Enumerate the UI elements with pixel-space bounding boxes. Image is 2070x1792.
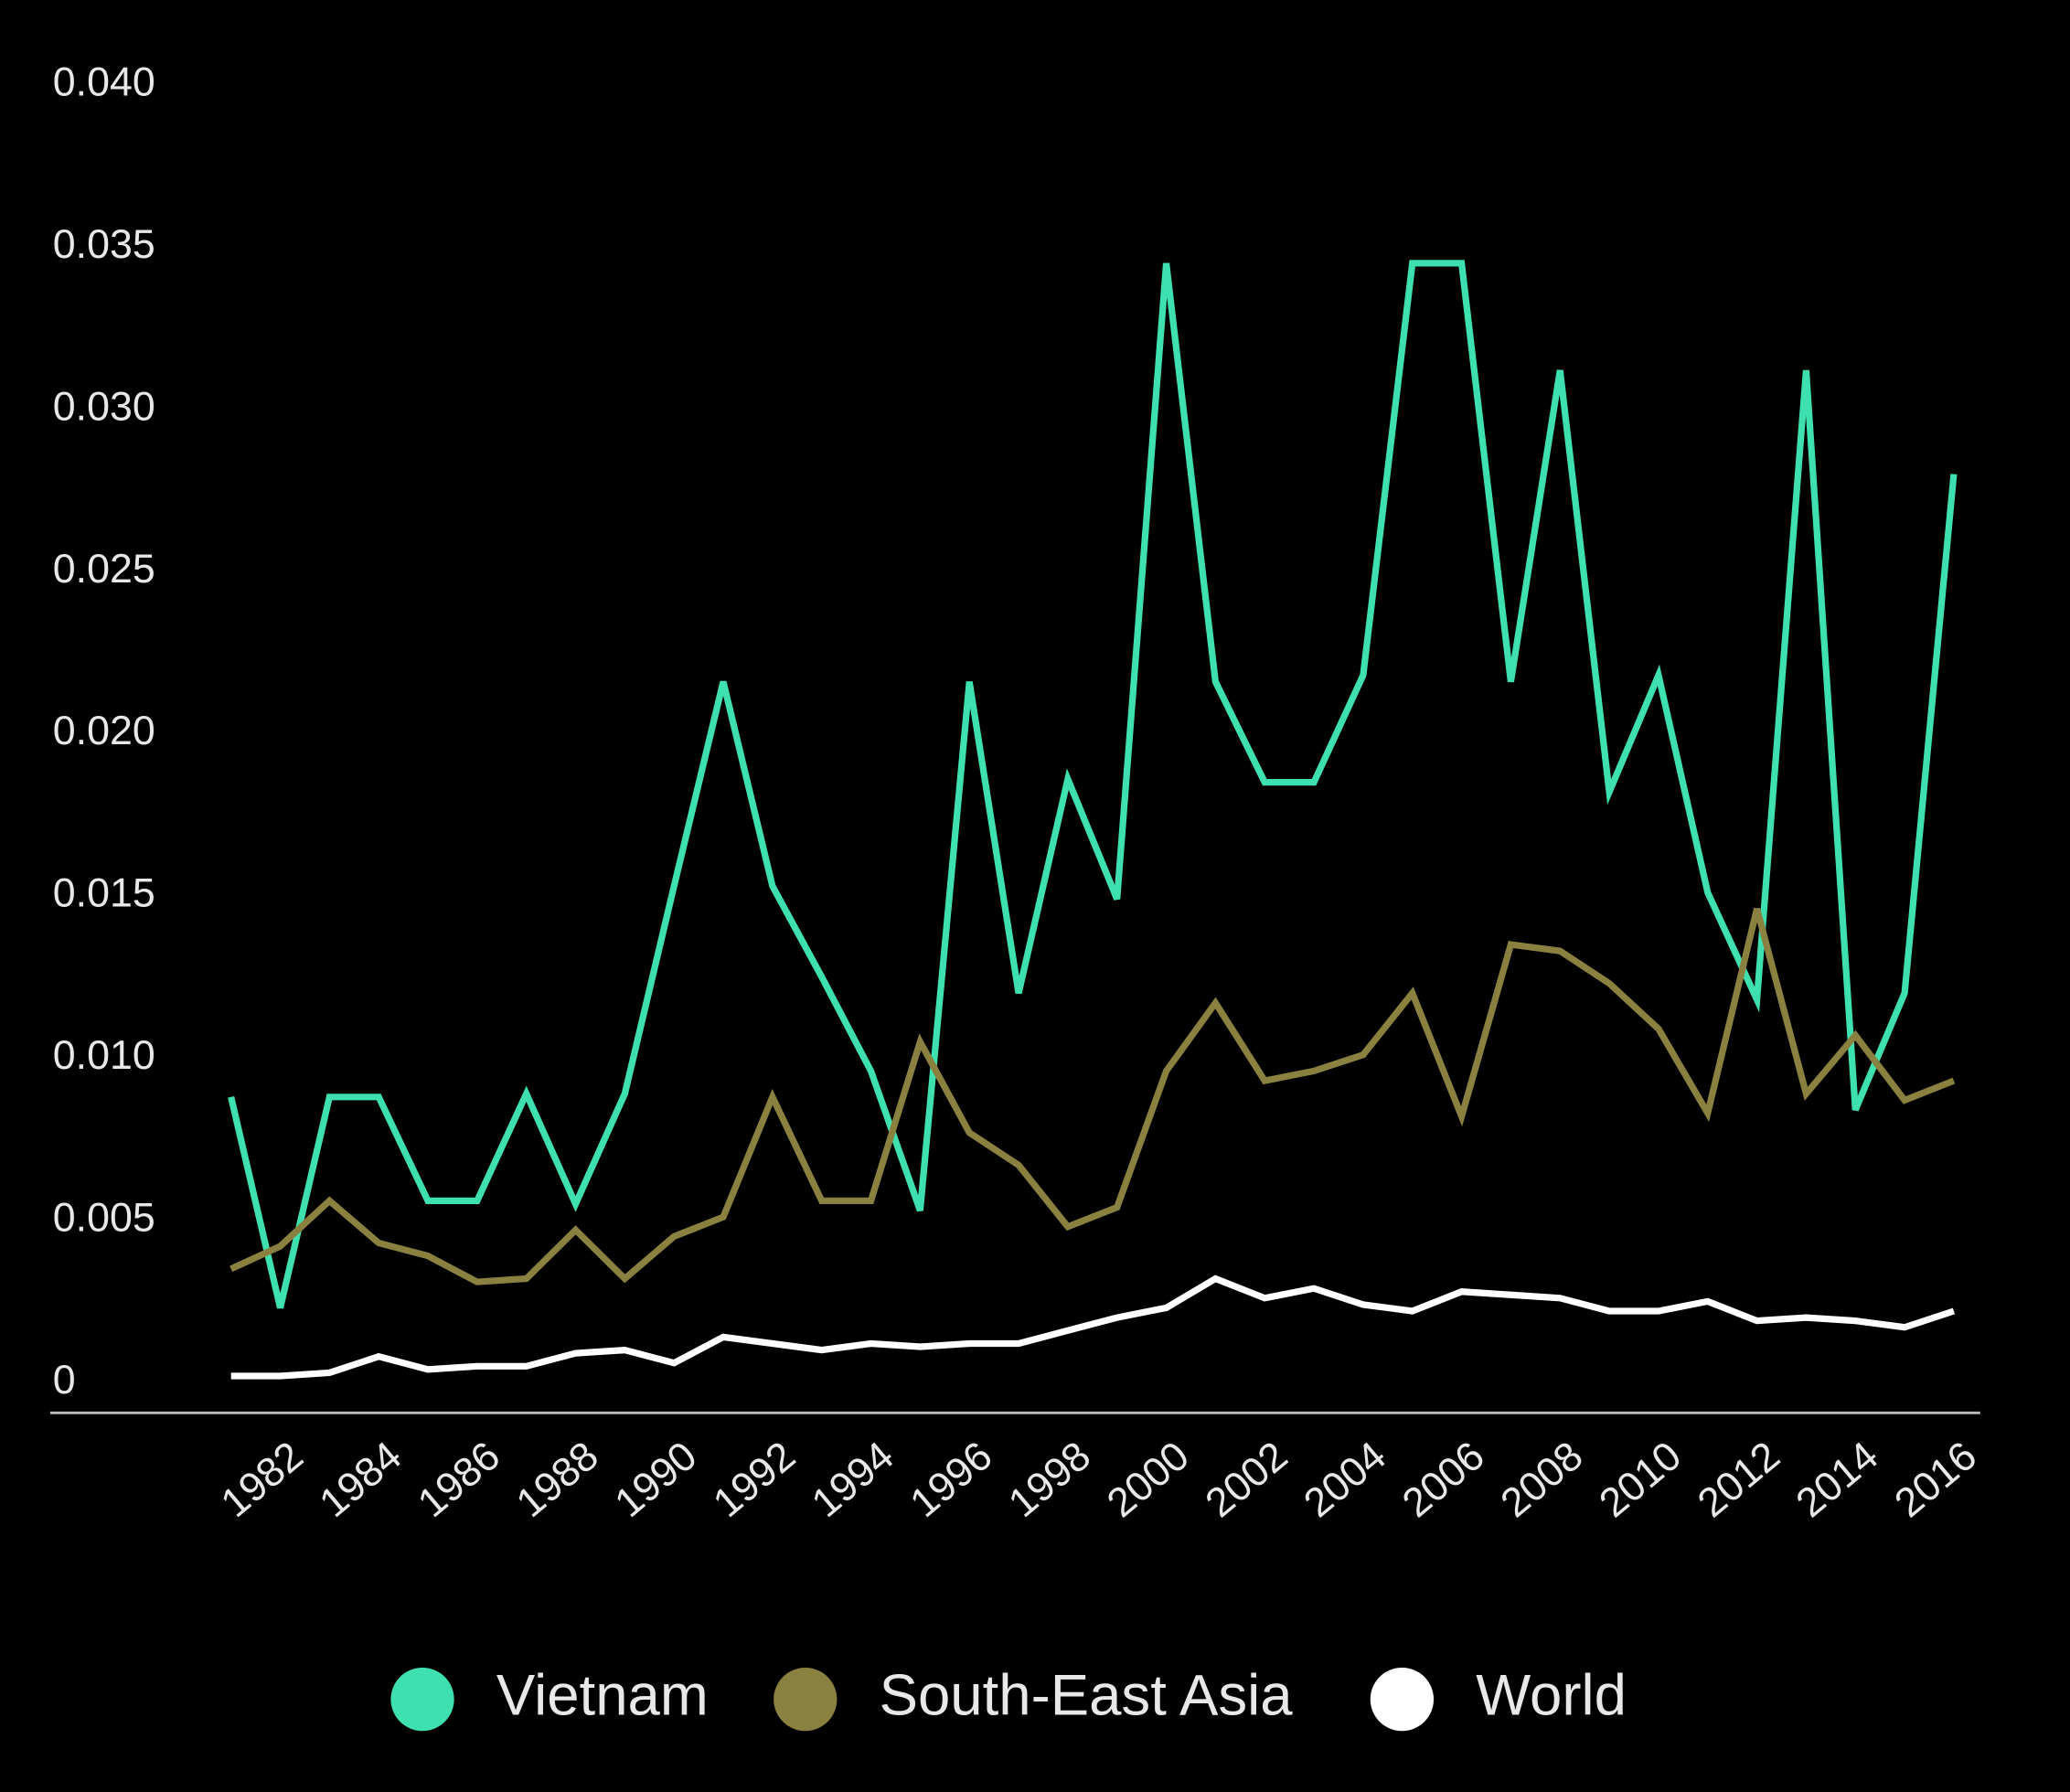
x-tick-label: 2006 — [1393, 1433, 1492, 1526]
y-tick-label: 0.040 — [53, 59, 155, 105]
legend-label: World — [1476, 1662, 1627, 1727]
y-tick-label: 0.035 — [53, 221, 155, 267]
x-tick-label: 2002 — [1197, 1433, 1296, 1526]
x-tick-label: 2000 — [1098, 1433, 1197, 1526]
y-tick-label: 0.020 — [53, 708, 155, 753]
x-tick-label: 2004 — [1296, 1433, 1394, 1526]
x-tick-label: 1986 — [410, 1433, 508, 1526]
y-tick-label: 0.010 — [53, 1032, 155, 1078]
legend-label: South-East Asia — [880, 1662, 1294, 1727]
x-tick-label: 2010 — [1591, 1433, 1690, 1526]
x-tick-label: 1996 — [902, 1433, 1000, 1526]
series-line — [228, 260, 1958, 1309]
x-tick-label: 1984 — [311, 1433, 410, 1526]
legend-label: Vietnam — [496, 1662, 709, 1727]
legend-swatch — [390, 1667, 454, 1732]
x-tick-label: 1992 — [705, 1433, 804, 1526]
x-tick-label: 2008 — [1492, 1433, 1591, 1526]
x-tick-label: 1988 — [507, 1433, 606, 1526]
series-line — [230, 1275, 1956, 1380]
x-tick-label: 1982 — [212, 1433, 311, 1526]
x-tick-label: 1998 — [1000, 1433, 1099, 1526]
legend-swatch — [1370, 1667, 1435, 1732]
y-tick-label: 0.030 — [53, 383, 155, 429]
y-tick-label: 0.005 — [53, 1194, 155, 1240]
x-tick-label: 2016 — [1886, 1433, 1985, 1526]
y-tick-label: 0.025 — [53, 546, 155, 592]
x-tick-label: 2014 — [1787, 1433, 1886, 1526]
x-tick-label: 1990 — [606, 1433, 705, 1526]
y-tick-label: 0.015 — [53, 870, 155, 916]
series-line — [229, 908, 1956, 1285]
legend-swatch — [774, 1667, 838, 1732]
x-tick-label: 1994 — [803, 1433, 902, 1526]
x-tick-label: 2012 — [1689, 1433, 1787, 1526]
y-tick-label: 0 — [53, 1357, 76, 1403]
